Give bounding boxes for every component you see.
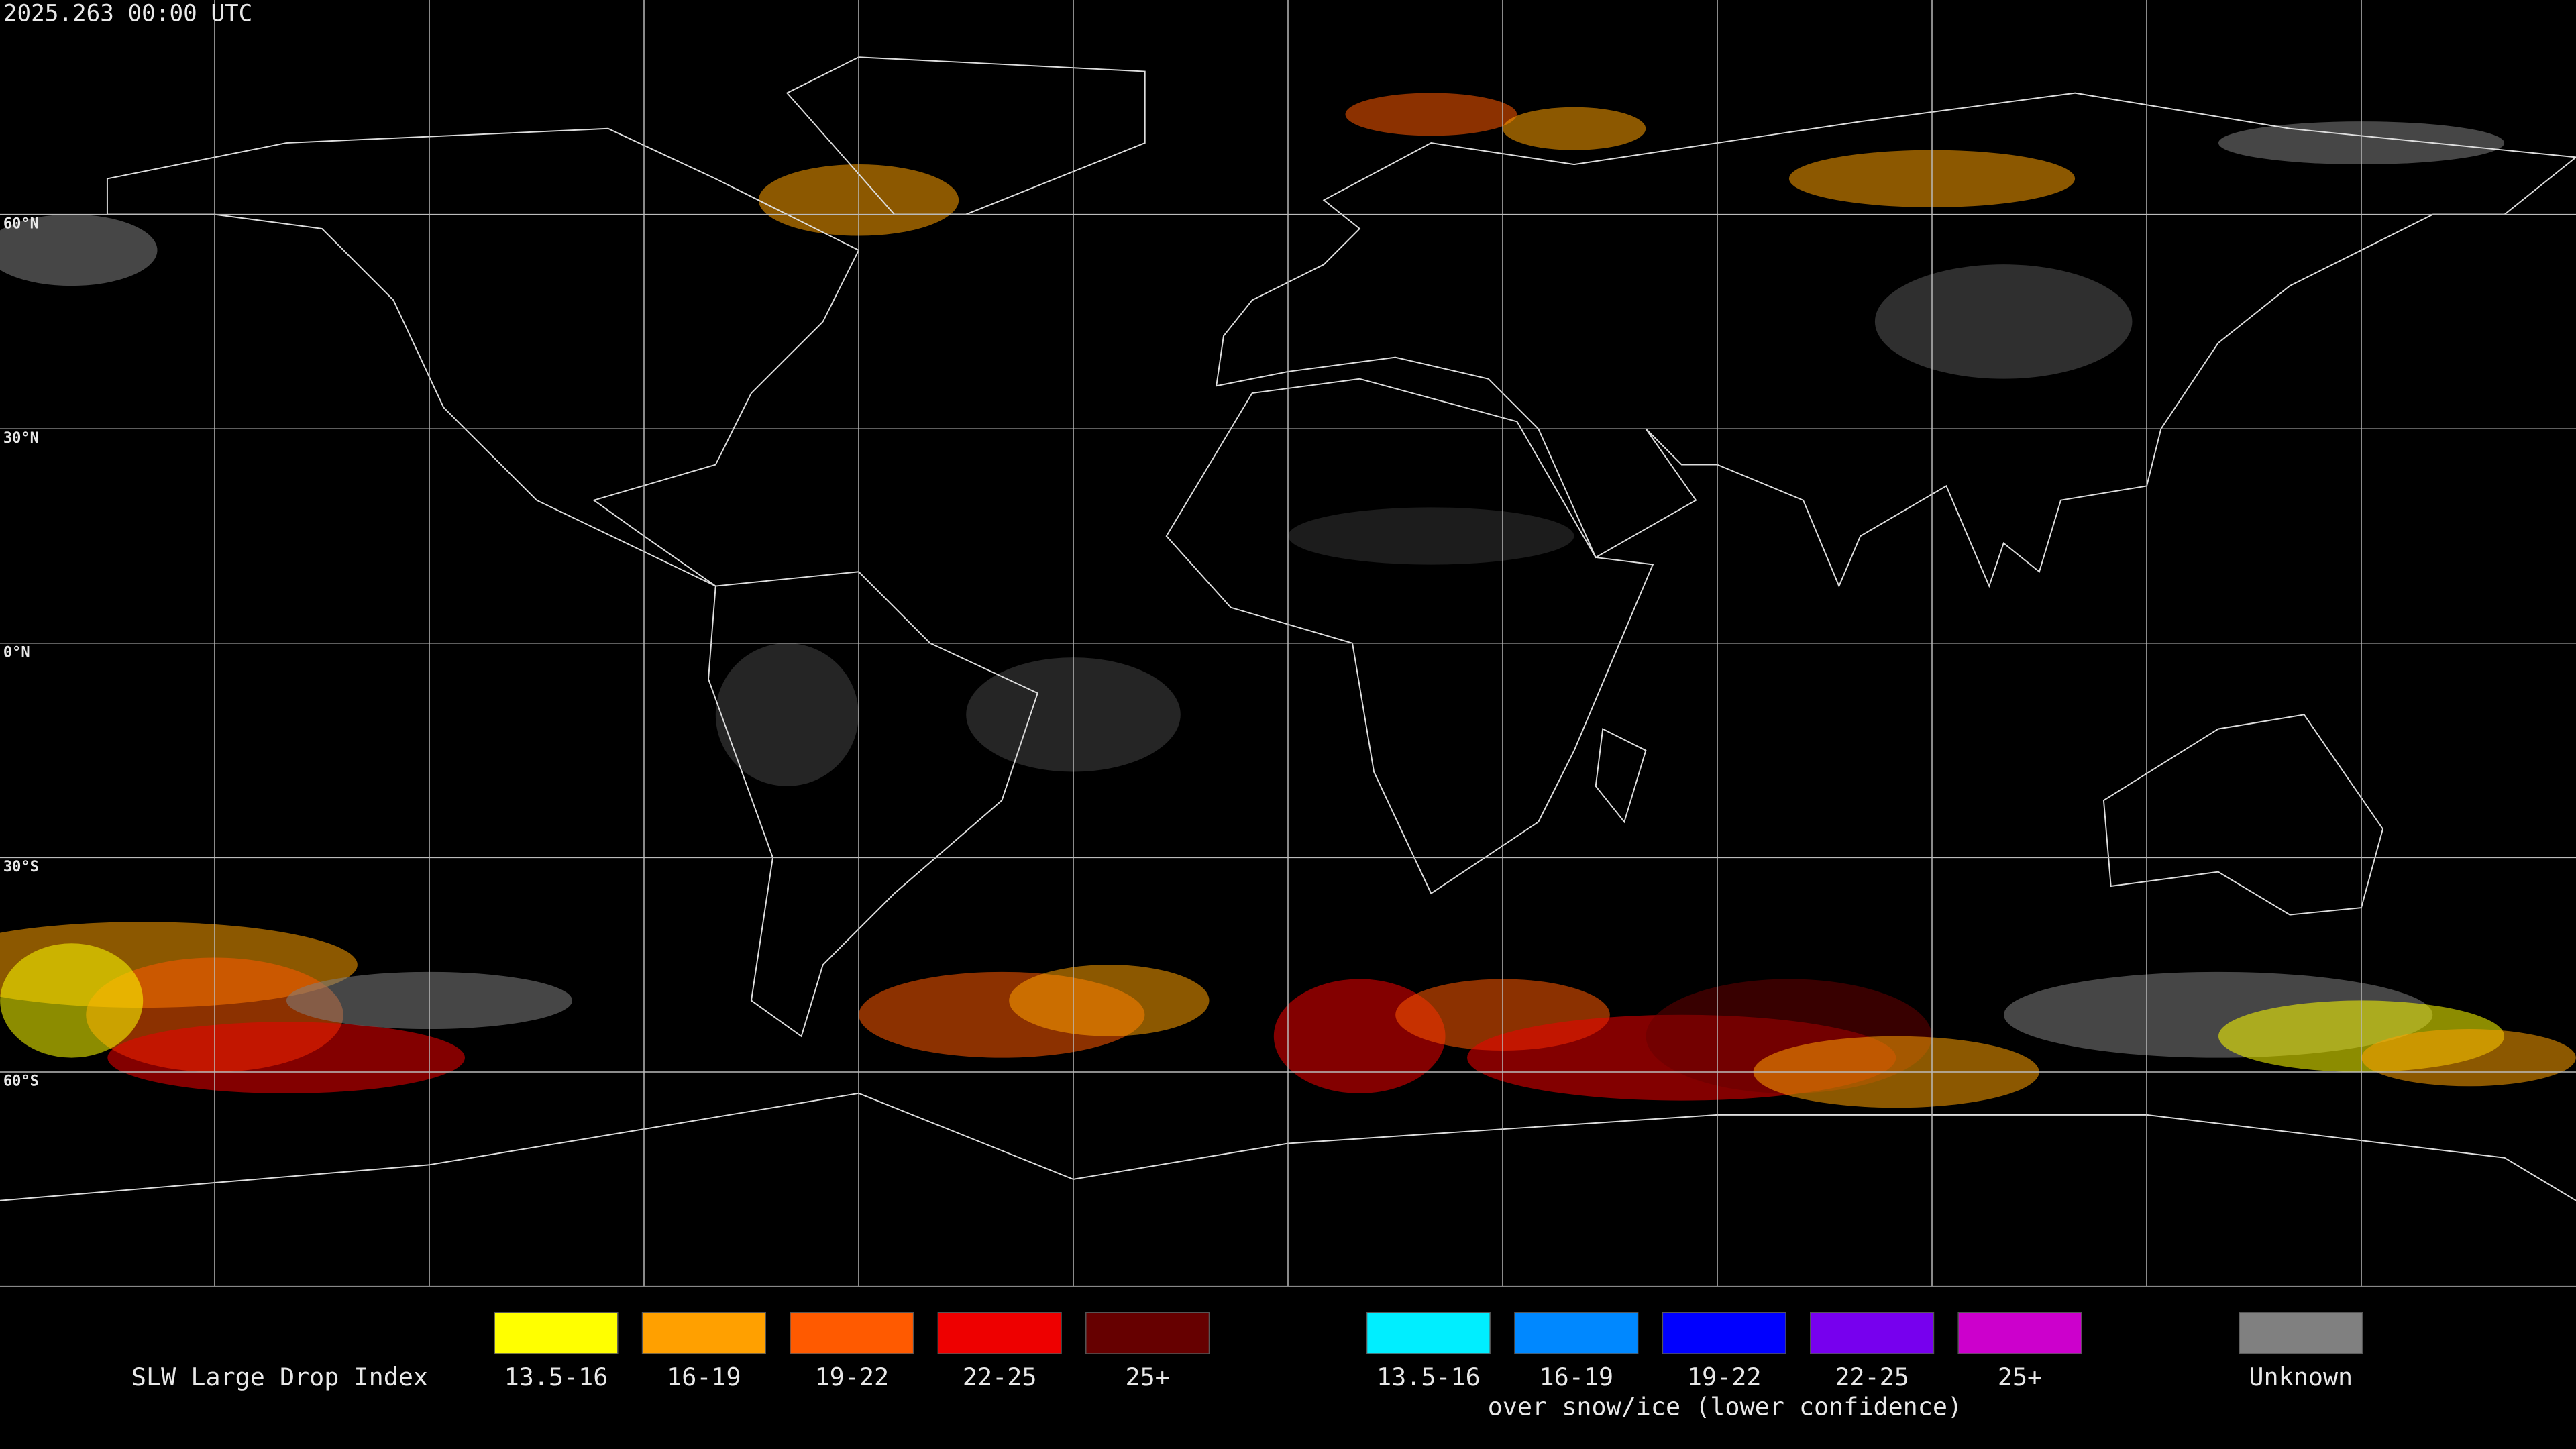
legend-swatch (1366, 1312, 1491, 1354)
legend-label: 16-19 (1540, 1362, 1614, 1391)
legend-label: 16-19 (667, 1362, 741, 1391)
cloud-area (715, 643, 859, 786)
cloud-area (1009, 965, 1210, 1036)
map (0, 0, 2576, 1287)
legend-label: 25+ (1125, 1362, 1169, 1391)
legend-caption: over snow/ice (lower confidence) (1488, 1392, 1962, 1421)
cloud-area (1874, 264, 2133, 379)
coastline (106, 127, 860, 587)
legend-swatch (2239, 1312, 2363, 1354)
latitude-label: 30°S (3, 859, 39, 875)
legend-label: 13.5-16 (504, 1362, 608, 1391)
coastline (1595, 728, 1647, 824)
legend-swatch (1810, 1312, 1935, 1354)
cloud-area (1503, 107, 1646, 150)
legend-swatch (494, 1312, 619, 1354)
legend-label: 22-25 (1835, 1362, 1909, 1391)
cloud-area (0, 214, 158, 286)
cloud-area (107, 1022, 465, 1093)
legend-swatch (937, 1312, 1062, 1354)
cloud-area (2361, 1029, 2576, 1087)
legend-label: 19-22 (815, 1362, 890, 1391)
legend-swatch (1514, 1312, 1639, 1354)
latitude-label: 30°N (3, 430, 39, 447)
legend-swatch (1957, 1312, 2082, 1354)
latitude-label: 60°N (3, 215, 39, 232)
latitude-label: 0°N (3, 644, 30, 661)
legend-swatch (1085, 1312, 1210, 1354)
timestamp: 2025.263 00:00 UTC (3, 1, 252, 28)
cloud-area (0, 943, 144, 1058)
cloud-area (1345, 93, 1517, 136)
legend-swatch (790, 1312, 914, 1354)
legend-label: Unknown (2249, 1362, 2353, 1391)
legend-label: 22-25 (963, 1362, 1037, 1391)
legend-label: 13.5-16 (1377, 1362, 1481, 1391)
latitude-label: 60°S (3, 1073, 39, 1090)
legend-title: SLW Large Drop Index (131, 1362, 428, 1391)
cloud-area (1288, 507, 1574, 565)
legend-swatch (641, 1312, 766, 1354)
legend-swatch (1662, 1312, 1786, 1354)
legend-label: 25+ (1998, 1362, 2042, 1391)
legend-label: 19-22 (1687, 1362, 1762, 1391)
